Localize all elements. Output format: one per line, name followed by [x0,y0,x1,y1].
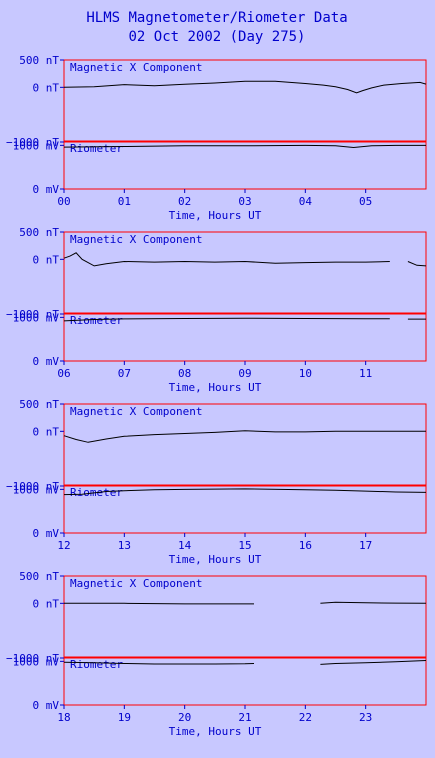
magnetometer-panel-label: Magnetic X Component [70,405,202,418]
riometer-y-tick-label: 0 mV [33,183,60,196]
magnetometer-y-tick-label: 500 nT [19,226,59,239]
riometer-y-tick-label: 0 mV [33,355,60,368]
x-tick-label: 00 [57,195,70,208]
x-tick-label: 19 [118,711,131,724]
magnetometer-panel-frame [63,575,427,659]
riometer-y-tick-label: 0 mV [33,527,60,540]
riometer-panel-label: Riometer [70,314,123,327]
magnetometer-y-tick-label: −1000 nT [6,652,59,665]
magnetometer-y-tick-label: 500 nT [19,54,59,67]
magnetometer-y-tick-label: 0 nT [33,253,60,266]
magnetometer-panel-label: Magnetic X Component [70,61,202,74]
x-tick-label: 16 [299,539,312,552]
x-tick-label: 12 [57,539,70,552]
x-tick-label: 21 [238,711,251,724]
x-axis-label: Time, Hours UT [169,381,262,394]
riometer-series-line [63,144,426,149]
magnetometer-series-line [63,430,426,443]
riometer-panel-label: Riometer [70,658,123,671]
x-tick-label: 03 [238,195,251,208]
chart-title: HLMS Magnetometer/Riometer Data [86,10,347,26]
x-tick-label: 04 [299,195,313,208]
x-axis-label: Time, Hours UT [169,553,262,566]
x-tick-label: 17 [359,539,372,552]
x-tick-label: 23 [359,711,372,724]
magnetometer-y-tick-label: 0 nT [33,81,60,94]
magnetometer-series-line [63,252,390,267]
magnetometer-panel-label: Magnetic X Component [70,577,202,590]
magnetometer-series-line [407,261,427,267]
x-tick-label: 02 [178,195,191,208]
chart-subtitle: 02 Oct 2002 (Day 275) [128,29,305,45]
x-tick-label: 18 [57,711,70,724]
x-axis-label: Time, Hours UT [169,209,262,222]
x-tick-label: 01 [118,195,131,208]
x-tick-label: 13 [118,539,131,552]
riometer-y-tick-label: 1000 mV [13,483,60,496]
riometer-series-line [63,317,390,322]
magnetometer-y-tick-label: 0 nT [33,597,60,610]
magnetometer-y-tick-label: −1000 nT [6,136,59,149]
magnetometer-y-tick-label: −1000 nT [6,308,59,321]
magnetometer-series-line [64,602,254,605]
magnetometer-y-tick-label: 500 nT [19,398,59,411]
riometer-y-tick-label: 1000 mV [13,655,60,668]
riometer-y-tick-label: 1000 mV [13,139,60,152]
riometer-panel-label: Riometer [70,142,123,155]
riometer-y-tick-label: 1000 mV [13,311,60,324]
x-tick-label: 09 [238,367,251,380]
x-tick-label: 20 [178,711,191,724]
magnetometer-y-tick-label: 500 nT [19,570,59,583]
magnetometer-series-line [63,80,427,94]
x-tick-label: 05 [359,195,372,208]
x-tick-label: 08 [178,367,191,380]
x-tick-label: 06 [57,367,70,380]
x-tick-label: 15 [238,539,251,552]
x-tick-label: 22 [299,711,312,724]
riometer-y-tick-label: 0 mV [33,699,60,712]
magnetometer-panel-frame [63,59,427,143]
x-tick-label: 14 [178,539,192,552]
magnetometer-y-tick-label: −1000 nT [6,480,59,493]
magnetometer-panel-label: Magnetic X Component [70,233,202,246]
magnetometer-y-tick-label: 0 nT [33,425,60,438]
x-tick-label: 10 [299,367,312,380]
magnetometer-panel-frame [63,231,427,315]
riometer-series-line [63,661,255,665]
magnetometer-series-line [320,601,427,604]
x-tick-label: 07 [118,367,131,380]
riometer-series-line [63,488,427,496]
riometer-series-line [320,660,427,665]
x-axis-label: Time, Hours UT [169,725,262,738]
x-tick-label: 11 [359,367,372,380]
magnetometer-panel-frame [63,403,427,487]
